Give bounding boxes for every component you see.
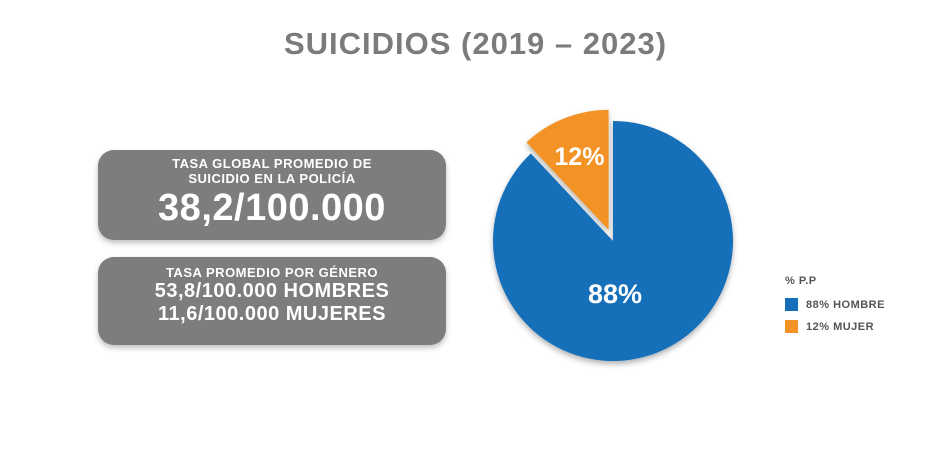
- pie-slice-hombre: [493, 121, 734, 361]
- gender-rate-card: TASA PROMEDIO POR GÉNERO 53,8/100.000 HO…: [98, 257, 446, 345]
- men-rate: 53,8/100.000 HOMBRES: [154, 280, 390, 302]
- chart-legend: % P.P 88% HOMBRE 12% MUJER: [785, 275, 885, 342]
- global-rate-value: 38,2/100.000: [158, 187, 386, 229]
- global-rate-heading: TASA GLOBAL PROMEDIO DE SUICIDIO EN LA P…: [172, 156, 372, 186]
- legend-swatch-mujer: [785, 320, 798, 333]
- legend-item-mujer: 12% MUJER: [785, 320, 885, 333]
- legend-label-hombre: 88% HOMBRE: [806, 298, 885, 311]
- women-rate: 11,6/100.000 MUJERES: [158, 303, 386, 325]
- legend-title: % P.P: [785, 275, 817, 287]
- legend-item-hombre: 88% HOMBRE: [785, 298, 885, 311]
- pie-slice-mujer: [526, 109, 609, 230]
- legend-swatch-hombre: [785, 298, 798, 311]
- global-rate-card: TASA GLOBAL PROMEDIO DE SUICIDIO EN LA P…: [98, 150, 446, 240]
- data-label-hombre: 88%: [588, 279, 642, 309]
- legend-label-mujer: 12% MUJER: [806, 320, 875, 333]
- data-label-mujer: 12%: [554, 143, 604, 171]
- gender-rate-heading: TASA PROMEDIO POR GÉNERO: [165, 265, 379, 280]
- chart-title: SUICIDIOS (2019 – 2023): [283, 26, 668, 61]
